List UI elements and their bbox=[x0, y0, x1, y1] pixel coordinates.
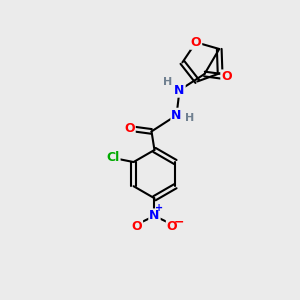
Text: O: O bbox=[167, 220, 177, 233]
Text: O: O bbox=[124, 122, 135, 135]
Text: H: H bbox=[185, 113, 194, 123]
Text: N: N bbox=[171, 109, 182, 122]
Text: H: H bbox=[163, 77, 172, 87]
Text: −: − bbox=[173, 215, 184, 228]
Text: O: O bbox=[190, 36, 201, 49]
Text: Cl: Cl bbox=[106, 151, 120, 164]
Text: O: O bbox=[131, 220, 142, 233]
Text: N: N bbox=[149, 209, 160, 222]
Text: O: O bbox=[221, 70, 232, 83]
Text: +: + bbox=[155, 203, 164, 213]
Text: N: N bbox=[174, 84, 185, 97]
